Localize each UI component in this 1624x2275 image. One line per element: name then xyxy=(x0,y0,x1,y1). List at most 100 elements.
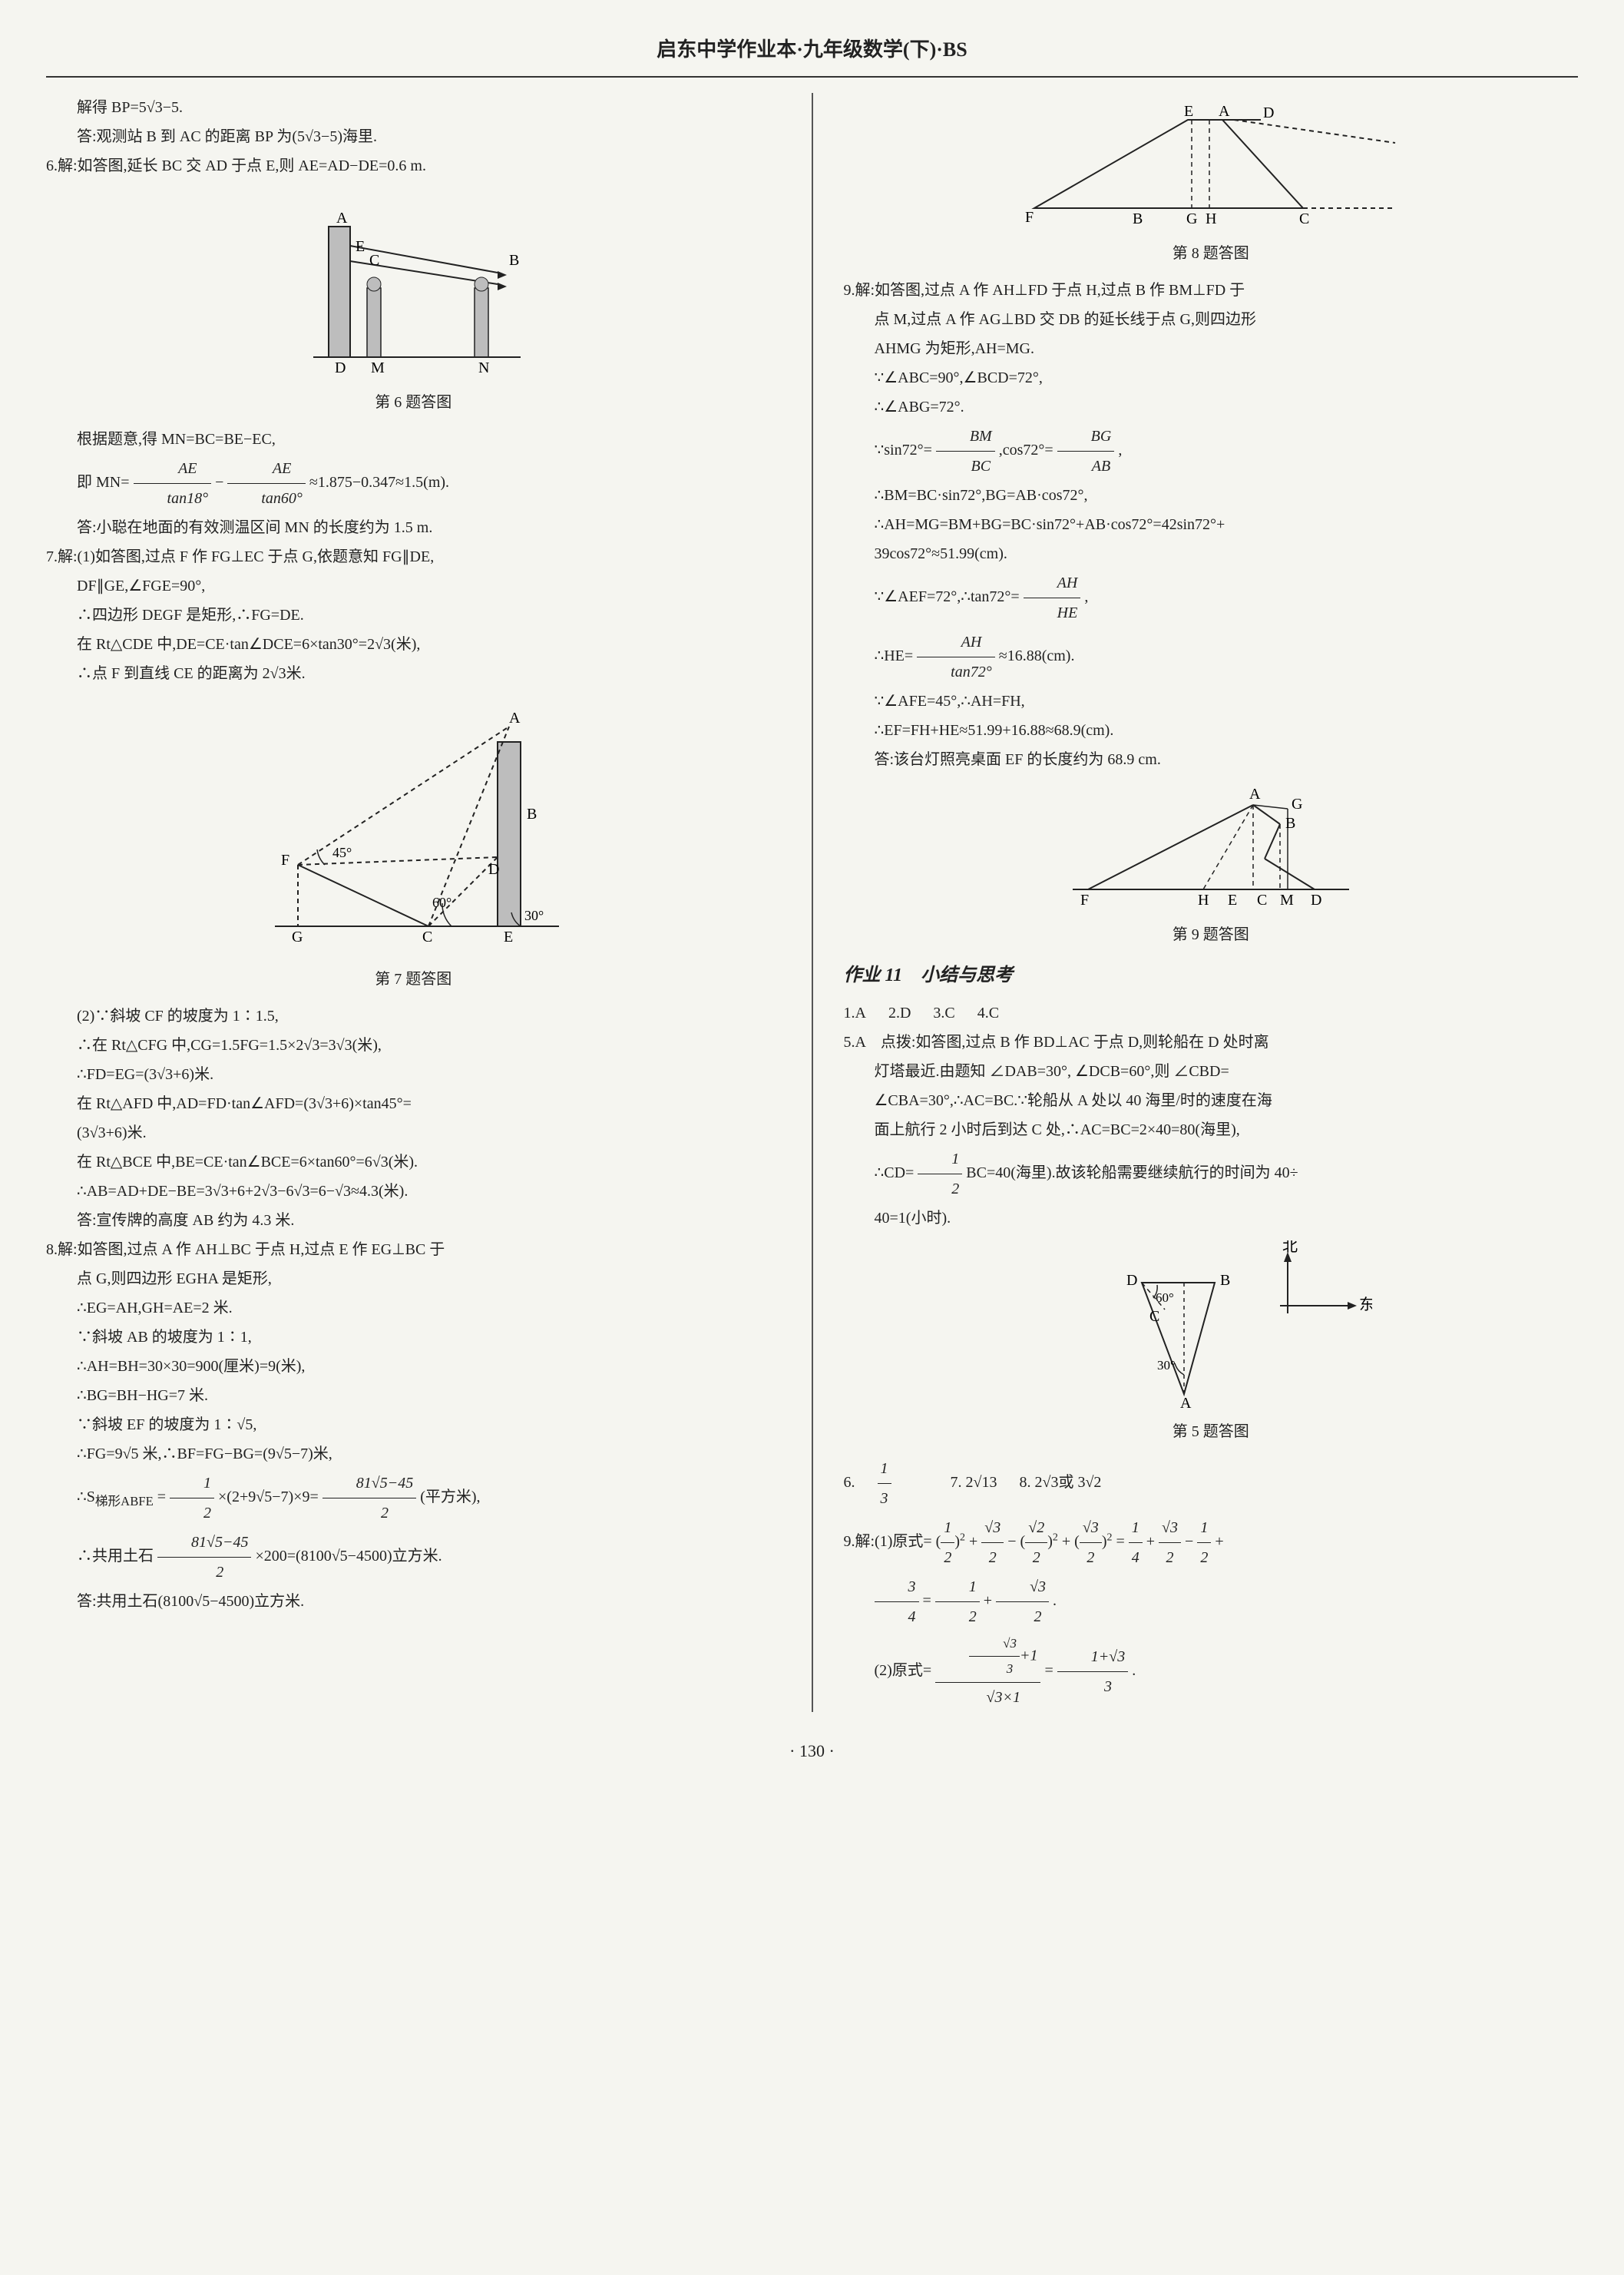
text-line: ∴点 F 到直线 CE 的距离为 2√3米. xyxy=(46,659,781,688)
op: + xyxy=(1062,1533,1070,1550)
text-line: 根据题意,得 MN=BC=BE−EC, xyxy=(46,425,781,454)
text-line: ∴共用土石 81√5−452 ×200=(8100√5−4500)立方米. xyxy=(46,1528,781,1587)
angle-30: 30° xyxy=(524,908,544,923)
label-north: 北 xyxy=(1282,1240,1298,1255)
num: 1 xyxy=(1129,1513,1143,1543)
text-line: ∵∠ABC=90°,∠BCD=72°, xyxy=(844,363,1579,392)
den: 2 xyxy=(981,1543,1004,1572)
label-D: D xyxy=(1263,104,1274,121)
text-line: 在 Rt△CDE 中,DE=CE·tan∠DCE=6×tan30°=2√3(米)… xyxy=(46,630,781,659)
column-divider xyxy=(812,93,813,1711)
num: BG xyxy=(1057,422,1115,452)
text-line: 答:小聪在地面的有效测温区间 MN 的长度约为 1.5 m. xyxy=(46,513,781,542)
text-line: 点 G,则四边形 EGHA 是矩形, xyxy=(46,1264,781,1293)
num: 1 xyxy=(935,1572,980,1602)
num: 1 xyxy=(918,1144,962,1174)
label-A: A xyxy=(1249,786,1261,803)
text-line: 答:观测站 B 到 AC 的距离 BP 为(5√3−5)海里. xyxy=(46,122,781,151)
den: √3×1 xyxy=(935,1683,1040,1712)
den: 2 xyxy=(1159,1543,1181,1572)
label-A: A xyxy=(509,710,521,727)
right-column: E A D F B G H C 第 8 题答图 9.解:如答图,过点 A 作 A… xyxy=(844,93,1579,1711)
num: BM xyxy=(936,422,995,452)
problem-9-sol1: 9.解:(1)原式= (12)2 + √32 − (√22)2 + (√32)2… xyxy=(844,1513,1579,1572)
text-line: ∴AB=AD+DE−BE=3√3+6+2√3−6√3=6−√3≈4.3(米). xyxy=(46,1177,781,1206)
den: 4 xyxy=(875,1602,919,1631)
text-line: ∵sin72°= BMBC ,cos72°= BGAB , xyxy=(844,422,1579,481)
den: AB xyxy=(1057,452,1115,481)
label-C: C xyxy=(1299,210,1309,227)
label-B: B xyxy=(1285,815,1295,832)
num: 3 xyxy=(875,1572,919,1602)
label-B: B xyxy=(509,252,519,269)
label-H: H xyxy=(1198,892,1209,909)
ans-4: 4.C xyxy=(977,1005,999,1022)
figure-7-diagram: A B F D G C E 45° 60° 30° xyxy=(252,696,574,957)
label-C: C xyxy=(422,929,432,945)
text-line: AHMG 为矩形,AH=MG. xyxy=(844,334,1579,363)
ans-8: 8. 2√3或 3√2 xyxy=(1019,1474,1101,1491)
text-line: ∴AH=MG=BM+BG=BC·sin72°+AB·cos72°=42sin72… xyxy=(844,510,1579,539)
text-line: 在 Rt△AFD 中,AD=FD·tan∠AFD=(3√3+6)×tan45°= xyxy=(46,1089,781,1118)
num: √2 xyxy=(1025,1513,1047,1543)
text-line: ∵∠AEF=72°,∴tan72°= AHHE , xyxy=(844,568,1579,628)
den: 3 xyxy=(969,1657,1020,1681)
label-F: F xyxy=(1080,892,1089,909)
text-line: ∴BM=BC·sin72°,BG=AB·cos72°, xyxy=(844,481,1579,510)
text-line: ∵∠AFE=45°,∴AH=FH, xyxy=(844,687,1579,716)
txt: ∴CD= xyxy=(875,1164,915,1181)
den: 2 xyxy=(941,1543,954,1572)
label-E: E xyxy=(504,929,513,945)
ans-3: 3.C xyxy=(933,1005,954,1022)
figure-7-caption: 第 7 题答图 xyxy=(46,965,781,994)
label-E: E xyxy=(1184,103,1193,120)
section-title-11: 作业 11 小结与思考 xyxy=(844,959,1579,994)
num: √3 xyxy=(1080,1513,1102,1543)
label-F: F xyxy=(281,852,289,869)
ans-6: 6. 13 xyxy=(844,1474,932,1491)
label-A: A xyxy=(336,210,348,227)
txt: ×200=(8100√5−4500)立方米. xyxy=(255,1548,442,1565)
op: + xyxy=(1146,1533,1155,1550)
label-east: 东 xyxy=(1359,1296,1372,1313)
text-line: ∴FD=EG=(3√3+6)米. xyxy=(46,1060,781,1089)
figure-5-caption: 第 5 题答图 xyxy=(844,1417,1579,1446)
text-line: 39cos72°≈51.99(cm). xyxy=(844,539,1579,568)
num: √33+1 xyxy=(935,1631,1040,1683)
label-C: C xyxy=(1149,1308,1159,1325)
problem-9-sol1b: 34 = 12 + √32 . xyxy=(844,1572,1579,1631)
ans-1: 1.A xyxy=(844,1005,866,1022)
text-line: (2)∵斜坡 CF 的坡度为 1∶1.5, xyxy=(46,1002,781,1031)
txt: ≈16.88(cm). xyxy=(999,647,1075,664)
text-line: ∴四边形 DEGF 是矩形,∴FG=DE. xyxy=(46,601,781,630)
den: HE xyxy=(1024,598,1081,628)
op: + xyxy=(969,1533,977,1550)
txt: , xyxy=(1118,442,1122,459)
label-D: D xyxy=(488,861,499,878)
op: + xyxy=(984,1592,992,1609)
text-line: 灯塔最近.由题知 ∠DAB=30°, ∠DCB=60°,则 ∠CBD= xyxy=(844,1057,1579,1086)
label-E: E xyxy=(356,238,365,255)
text-line: ∴∠ABG=72°. xyxy=(844,392,1579,422)
num: AH xyxy=(1024,568,1081,598)
den: 2 xyxy=(170,1498,214,1528)
txt: ∵∠AEF=72°,∴tan72°= xyxy=(875,588,1020,605)
exp: 2 xyxy=(1053,1532,1058,1543)
figure-6-diagram: A E C B D M N xyxy=(283,188,544,380)
label-D: D xyxy=(335,359,346,376)
txt: ×(2+9√5−7)×9= xyxy=(218,1489,319,1505)
den: 4 xyxy=(1129,1543,1143,1572)
label-D: D xyxy=(1311,892,1321,909)
text-line: ∴EF=FH+HE≈51.99+16.88≈68.9(cm). xyxy=(844,716,1579,745)
text-line: ∴HE= AHtan72° ≈16.88(cm). xyxy=(844,628,1579,687)
label-F: F xyxy=(1025,209,1034,226)
txt: (平方米), xyxy=(420,1489,480,1505)
text-line: ∴在 Rt△CFG 中,CG=1.5FG=1.5×2√3=3√3(米), xyxy=(46,1031,781,1060)
text-line: 40=1(小时). xyxy=(844,1204,1579,1233)
den: 2 xyxy=(322,1498,416,1528)
num: 1 xyxy=(878,1454,891,1484)
angle-45: 45° xyxy=(332,845,352,860)
figure-9-diagram: A G B F H E C M D xyxy=(1057,782,1364,912)
text-line: 解得 BP=5√3−5. xyxy=(46,93,781,122)
op: . xyxy=(1132,1662,1136,1679)
